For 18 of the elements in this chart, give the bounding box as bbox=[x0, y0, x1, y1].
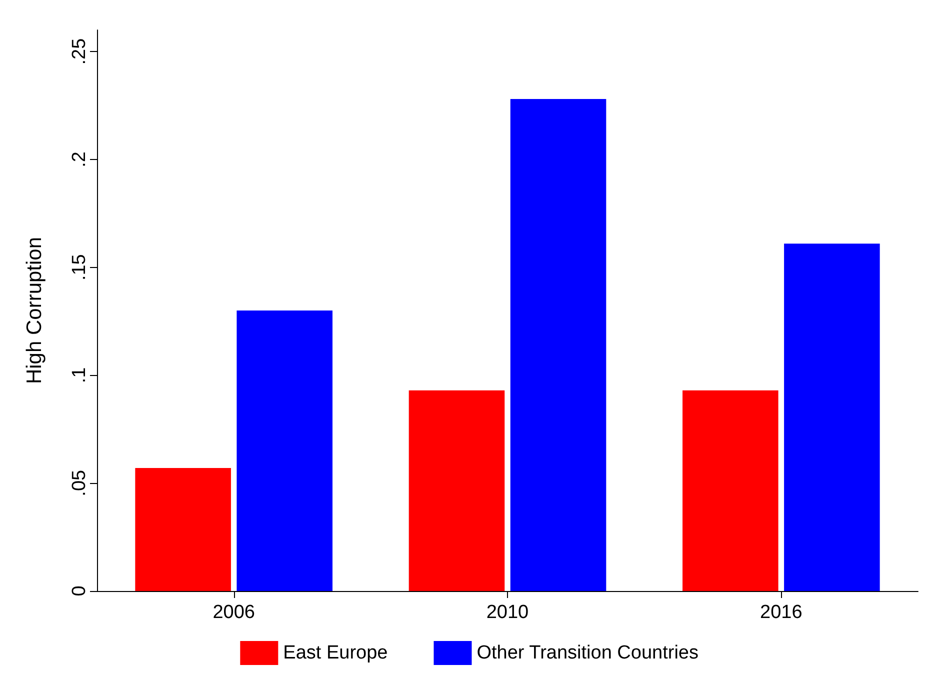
x-tick-label: 2010 bbox=[486, 602, 529, 623]
bar bbox=[682, 390, 778, 591]
y-tick-label: .25 bbox=[69, 38, 90, 65]
y-tick-label: 0 bbox=[69, 586, 90, 596]
legend-label: East Europe bbox=[283, 642, 388, 664]
bar bbox=[408, 390, 505, 591]
x-tick-label: 2006 bbox=[212, 602, 255, 623]
y-tick-label: .05 bbox=[69, 470, 90, 496]
y-tick-label: .2 bbox=[69, 152, 90, 168]
y-tick-label: .15 bbox=[69, 254, 90, 281]
bar bbox=[784, 244, 880, 591]
x-tick-label: 2016 bbox=[760, 602, 802, 623]
bar bbox=[135, 468, 231, 591]
bar bbox=[510, 99, 606, 591]
y-axis-title: High Corruption bbox=[23, 236, 46, 384]
legend-label: Other Transition Countries bbox=[476, 642, 698, 664]
y-tick-label: .1 bbox=[69, 367, 90, 384]
bar bbox=[236, 310, 332, 591]
